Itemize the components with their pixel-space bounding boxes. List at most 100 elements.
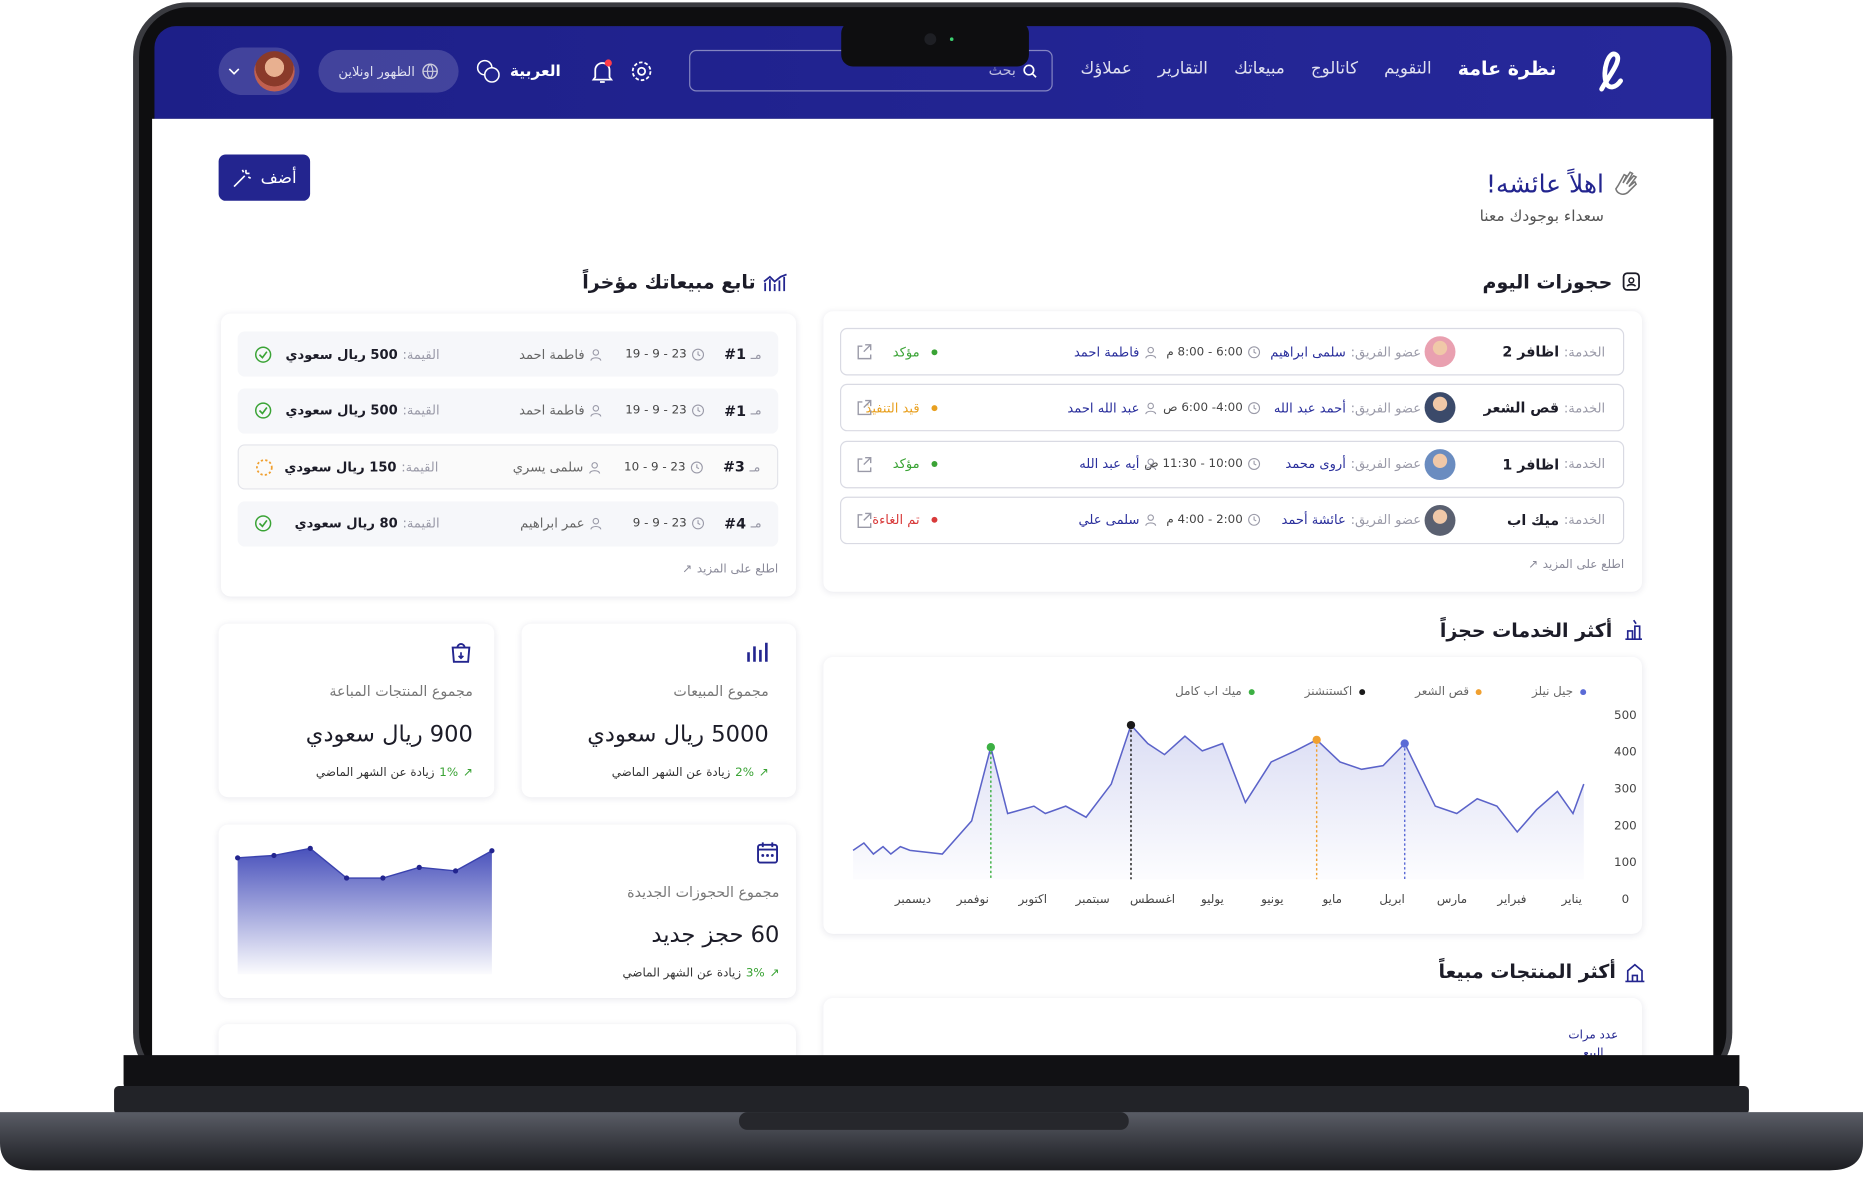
share-icon[interactable]	[855, 329, 872, 374]
settings-icon[interactable]	[630, 59, 654, 83]
x-tick-label: مايو	[1322, 892, 1342, 907]
arrow: ↗	[758, 766, 769, 780]
chart-icon	[747, 642, 768, 662]
clock-icon	[1248, 345, 1261, 358]
status-icon	[255, 446, 273, 489]
customer: فاطمة احمد	[519, 388, 602, 433]
highlight-point	[1400, 739, 1409, 748]
value-label: القيمة:	[402, 402, 440, 419]
share-glyph	[857, 512, 872, 528]
legend-dot	[1359, 689, 1366, 696]
date: 23 - 9 - 10	[624, 446, 703, 489]
customer-name: عبد الله احمد	[1067, 400, 1140, 416]
team-name: عائشة أحمد	[1281, 512, 1346, 528]
order-number: #1	[724, 402, 747, 419]
x-tick-label: فبراير	[1496, 892, 1526, 907]
add-button[interactable]: أضف	[218, 154, 311, 201]
value: القيمة: 80 ريال سعودي	[295, 501, 440, 546]
welcome-subtitle: سعداء بوجودك معنا	[1479, 207, 1604, 226]
done-glyph	[255, 515, 272, 532]
team-member: عضو الفريق: سلمى ابراهيم	[1270, 329, 1421, 374]
order: مـ #1	[724, 388, 761, 433]
nav-item[interactable]: نظرة عامة	[1457, 57, 1557, 80]
customer: عمر ابراهيم	[520, 501, 602, 546]
share-icon[interactable]	[855, 442, 872, 487]
status-text: تم الغاءة	[872, 512, 920, 528]
bookings-icon	[1622, 272, 1640, 291]
nav-item[interactable]: كاتالوج	[1310, 58, 1359, 78]
nav-item[interactable]: التقويم	[1384, 58, 1432, 78]
legend-dot	[1248, 689, 1255, 696]
pending-glyph	[256, 458, 273, 476]
change-text: زيادة عن الشهر الماضي	[622, 967, 742, 981]
services-icon	[1625, 619, 1643, 641]
order-number: #4	[724, 515, 747, 532]
x-tick-label: سبتمبر	[1075, 892, 1110, 907]
order: مـ #1	[724, 331, 761, 376]
booking-row: الخدمة: اظافر 1 عضو الفريق: أروى محمد 10:00 …	[840, 440, 1625, 488]
language-switch[interactable]: العربية	[477, 59, 561, 83]
value-text: 150 ريال سعودي	[284, 459, 397, 475]
profile-menu[interactable]	[218, 47, 300, 96]
x-tick-label: نوفمبر	[956, 892, 989, 907]
sparkline-point	[452, 868, 459, 874]
legend-dot	[1476, 689, 1483, 696]
sparkline-point	[343, 875, 350, 881]
change-percent: 2%	[735, 766, 755, 780]
bookings-card: اطلع على المزيد ↗ الخدمة: اظافر 2 عضو الفري…	[823, 311, 1643, 592]
share-icon[interactable]	[855, 385, 872, 430]
status-pill[interactable]: الظهور اونلاين	[318, 49, 459, 93]
status: مؤكد	[893, 442, 938, 487]
legend-label: ميك اب كامل	[1175, 685, 1242, 699]
order-prefix: مـ	[750, 515, 762, 532]
x-tick-label: اغسطس	[1130, 892, 1175, 907]
products-sold-card: مجموع المنتجات المباعة 900 ريال سعودي ↗ 1…	[218, 623, 495, 798]
nav-item[interactable]: عملاؤك	[1080, 58, 1132, 78]
service-name: اظافر 2	[1502, 343, 1560, 361]
legend-item: جيل نيلز	[1532, 686, 1587, 699]
sparkline-point	[235, 855, 241, 861]
x-tick-label: يوليو	[1200, 892, 1224, 907]
bookings-title: حجوزات اليوم	[1482, 270, 1613, 294]
sales-title: تابع مبيعاتك مؤخراً	[582, 270, 756, 294]
arrow: ↗	[769, 967, 780, 981]
value: القيمة: 500 ريال سعودي	[286, 388, 440, 433]
status: قيد التنفيذ	[865, 385, 938, 430]
share-glyph	[857, 456, 872, 472]
notification-icon[interactable]	[591, 58, 615, 84]
customer-name: فاطمة احمد	[519, 346, 585, 362]
customer: سلمى علي	[1079, 498, 1158, 543]
avatar	[1424, 448, 1456, 480]
legend-label: اكستنشنز	[1304, 685, 1353, 699]
service-name: قص الشعر	[1483, 399, 1560, 417]
change-percent: 1%	[439, 766, 459, 780]
nav-item[interactable]: مبيعاتك	[1234, 58, 1285, 78]
value-label: القيمة:	[401, 459, 439, 475]
legend-item: قص الشعر	[1415, 686, 1483, 699]
y-tick-label: 0	[1622, 892, 1630, 906]
clock-icon	[1248, 401, 1261, 414]
time: 2:00 - 4:00 م	[1166, 498, 1261, 543]
customer-name: سلمى علي	[1078, 512, 1140, 528]
nav-item[interactable]: التقارير	[1157, 58, 1208, 78]
stat-value: 5000 ريال سعودي	[587, 721, 769, 748]
share-glyph	[857, 400, 872, 416]
legend-dot	[1580, 689, 1587, 696]
service: الخدمة: اظافر 2	[1502, 329, 1605, 374]
service: الخدمة: اظافر 1	[1502, 442, 1605, 487]
order-prefix: مـ	[750, 402, 762, 419]
clock-icon	[692, 517, 705, 530]
bookings-more[interactable]: اطلع على المزيد ↗	[1528, 558, 1624, 571]
sales-more[interactable]: اطلع على المزيد ↗	[682, 563, 778, 576]
x-tick-label: ابريل	[1379, 892, 1404, 907]
clock-icon	[690, 460, 703, 473]
share-icon[interactable]	[855, 498, 872, 543]
sale-row: مـ #1 23 - 9 - 19 فاطمة احمد القيمة: 500 ريال…	[237, 387, 779, 434]
service-label: الخدمة:	[1563, 456, 1606, 472]
status-dot	[931, 404, 938, 411]
status: تم الغاءة	[872, 498, 938, 543]
status-text: مؤكد	[892, 456, 920, 472]
